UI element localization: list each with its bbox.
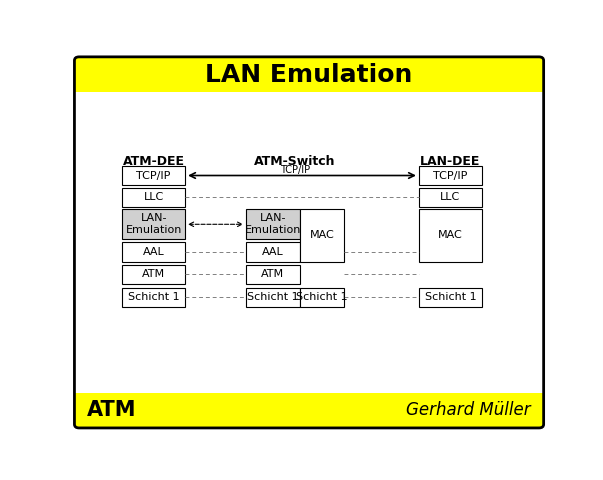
Text: ATM-Switch: ATM-Switch	[254, 155, 336, 168]
Text: AAL: AAL	[262, 247, 283, 257]
Bar	[75, 393, 543, 427]
Text: ATM: ATM	[261, 269, 285, 279]
Bar	[419, 166, 482, 185]
Text: TCP/IP: TCP/IP	[433, 170, 467, 180]
Text: ATM: ATM	[87, 400, 136, 420]
Text: LLC: LLC	[440, 192, 461, 202]
Text: LAN-
Emulation: LAN- Emulation	[245, 213, 301, 235]
Text: MAC: MAC	[438, 230, 463, 240]
Bar	[246, 242, 300, 262]
Bar	[419, 288, 482, 307]
Bar	[246, 264, 300, 284]
Bar	[300, 288, 344, 307]
Text: TCP/IP: TCP/IP	[136, 170, 171, 180]
Bar	[300, 209, 344, 262]
Bar	[75, 58, 543, 92]
Text: LAN Emulation: LAN Emulation	[206, 62, 412, 86]
Text: Schicht 1: Schicht 1	[128, 292, 180, 302]
Bar	[419, 209, 482, 262]
Bar	[122, 209, 185, 239]
Text: Gerhard Müller: Gerhard Müller	[406, 401, 531, 419]
Text: AAL: AAL	[143, 247, 165, 257]
Text: LAN-
Emulation: LAN- Emulation	[125, 213, 182, 235]
Bar	[122, 242, 185, 262]
Text: LAN-DEE: LAN-DEE	[420, 155, 481, 168]
Text: ATM-DEE: ATM-DEE	[122, 155, 185, 168]
Bar	[122, 188, 185, 206]
Text: MAC: MAC	[309, 230, 334, 240]
Text: LLC: LLC	[144, 192, 164, 202]
Bar	[246, 288, 300, 307]
Bar	[122, 288, 185, 307]
Text: Schicht 1: Schicht 1	[247, 292, 298, 302]
Text: TCP/IP: TCP/IP	[280, 165, 310, 175]
Bar	[246, 209, 300, 239]
Bar	[122, 264, 185, 284]
Text: ATM: ATM	[142, 269, 165, 279]
Text: Schicht 1: Schicht 1	[296, 292, 348, 302]
Bar	[122, 166, 185, 185]
Bar	[419, 188, 482, 206]
Text: Schicht 1: Schicht 1	[425, 292, 476, 302]
